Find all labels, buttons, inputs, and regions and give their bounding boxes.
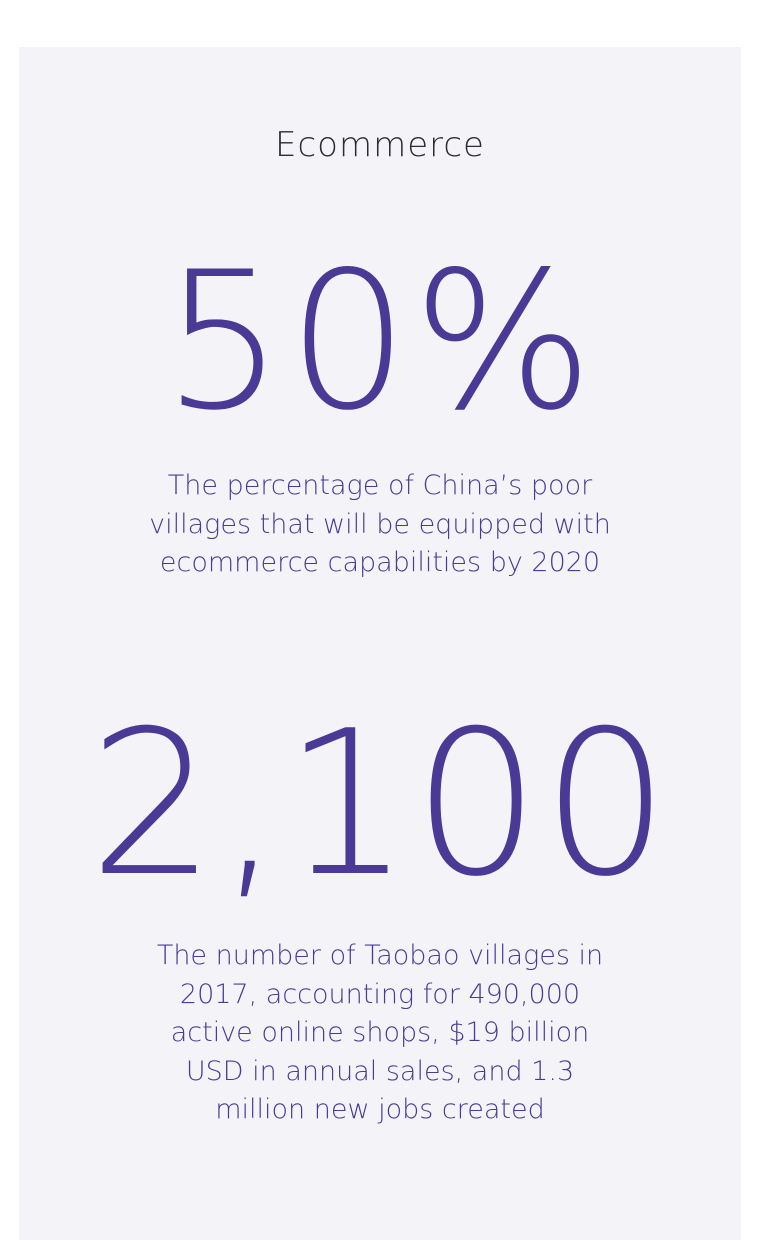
stat-value-percentage: 50% bbox=[162, 231, 598, 452]
stat-description-villages: The number of Taobao villages in 2017, a… bbox=[156, 940, 604, 1125]
stat-description-percentage: The percentage of China’s poor villages … bbox=[149, 470, 611, 578]
stat-value-villages: 2,100 bbox=[88, 688, 672, 921]
stats-card: Ecommerce 50% The percentage of China’s … bbox=[19, 47, 741, 1240]
card-heading: Ecommerce bbox=[275, 125, 485, 165]
